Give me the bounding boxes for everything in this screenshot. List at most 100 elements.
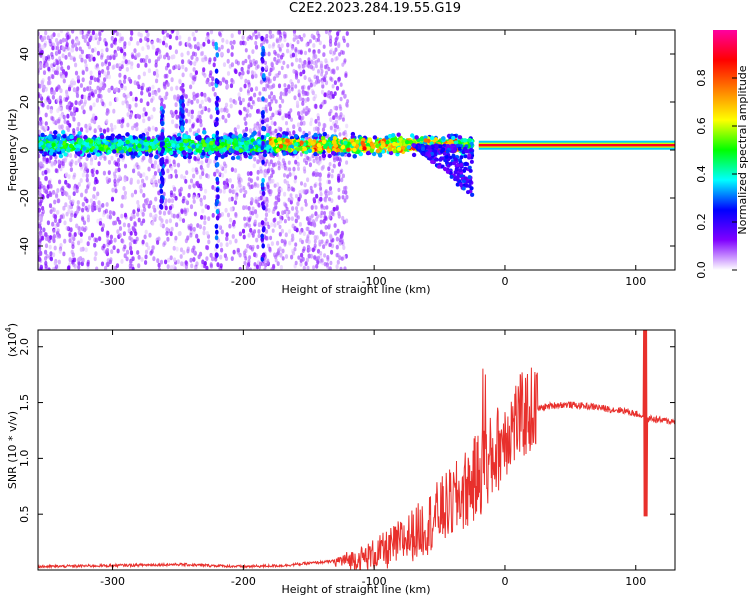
noise-point — [192, 257, 196, 262]
noise-point — [55, 59, 59, 65]
noise-point — [254, 44, 259, 50]
noise-point — [274, 51, 278, 56]
noise-point — [164, 259, 168, 265]
noise-point — [141, 46, 145, 51]
noise-point — [172, 65, 176, 71]
noise-point — [244, 48, 248, 53]
noise-point — [299, 258, 303, 263]
noise-point — [44, 232, 48, 238]
noise-point — [274, 258, 278, 263]
signal-point — [327, 153, 332, 159]
noise-point — [90, 232, 94, 238]
noise-point — [59, 98, 63, 104]
noise-point — [248, 97, 252, 102]
noise-point — [59, 61, 64, 66]
noise-point — [187, 59, 191, 64]
noise-point — [324, 58, 328, 64]
noise-point — [110, 249, 114, 255]
noise-point — [239, 188, 243, 194]
noise-point — [180, 52, 184, 58]
noise-point — [329, 190, 333, 195]
noise-point — [327, 179, 331, 185]
noise-point — [242, 106, 246, 112]
noise-point — [212, 62, 216, 68]
noise-point — [262, 196, 266, 202]
signal-point — [282, 151, 287, 156]
noise-point — [57, 49, 62, 55]
noise-point — [290, 62, 294, 67]
noise-point — [250, 70, 254, 75]
noise-point — [206, 205, 210, 210]
noise-point — [248, 128, 253, 134]
noise-point — [41, 194, 45, 200]
signal-point — [387, 147, 392, 152]
noise-point — [276, 261, 280, 266]
noise-point — [92, 102, 96, 108]
noise-point — [198, 114, 202, 120]
noise-point — [200, 109, 204, 115]
noise-point — [47, 56, 51, 61]
noise-point — [314, 205, 318, 210]
noise-point — [163, 240, 167, 246]
noise-point — [181, 261, 186, 267]
noise-point — [174, 102, 178, 108]
noise-point — [324, 80, 329, 86]
noise-point — [192, 67, 196, 72]
noise-point — [335, 85, 340, 91]
noise-point — [90, 118, 94, 124]
noise-point — [74, 42, 78, 48]
noise-point — [184, 118, 188, 124]
noise-point — [254, 40, 258, 46]
noise-point — [211, 185, 215, 190]
noise-point — [96, 66, 100, 72]
noise-point — [102, 128, 107, 134]
noise-point — [299, 238, 302, 243]
noise-point — [283, 87, 287, 93]
noise-point — [89, 54, 93, 60]
noise-point — [188, 118, 192, 124]
noise-point — [340, 234, 344, 239]
noise-point — [333, 223, 337, 228]
noise-point — [255, 237, 259, 243]
noise-point — [225, 39, 229, 45]
noise-point — [271, 228, 275, 233]
noise-point — [194, 30, 198, 33]
noise-point — [318, 197, 322, 202]
noise-point — [346, 99, 350, 104]
noise-point — [329, 49, 333, 55]
noise-point — [132, 168, 136, 174]
noise-point — [246, 89, 250, 94]
noise-point — [44, 260, 48, 266]
noise-point — [319, 251, 323, 256]
noise-point — [137, 171, 141, 177]
noise-point — [287, 216, 291, 221]
noise-point — [157, 87, 161, 93]
noise-point — [306, 155, 310, 161]
noise-point — [89, 70, 93, 76]
noise-point — [219, 32, 223, 38]
noise-point — [272, 76, 276, 82]
noise-point — [66, 120, 70, 126]
noise-point — [194, 70, 198, 75]
noise-point — [49, 183, 53, 189]
noise-point — [142, 218, 146, 224]
noise-point — [74, 70, 79, 76]
noise-point — [203, 54, 207, 60]
signal-point — [378, 153, 383, 158]
noise-point — [307, 253, 311, 258]
noise-point — [52, 90, 56, 96]
noise-point — [101, 101, 105, 107]
noise-point — [307, 57, 311, 62]
noise-point — [95, 98, 99, 103]
noise-point — [225, 232, 229, 238]
noise-point — [107, 61, 111, 67]
noise-point — [80, 49, 84, 55]
noise-point — [181, 72, 185, 78]
noise-point — [122, 222, 126, 228]
noise-point — [186, 50, 190, 56]
noise-point — [278, 108, 282, 113]
noise-point — [276, 182, 280, 188]
noise-point — [246, 171, 250, 177]
noise-point — [279, 265, 283, 270]
noise-point — [298, 96, 302, 101]
